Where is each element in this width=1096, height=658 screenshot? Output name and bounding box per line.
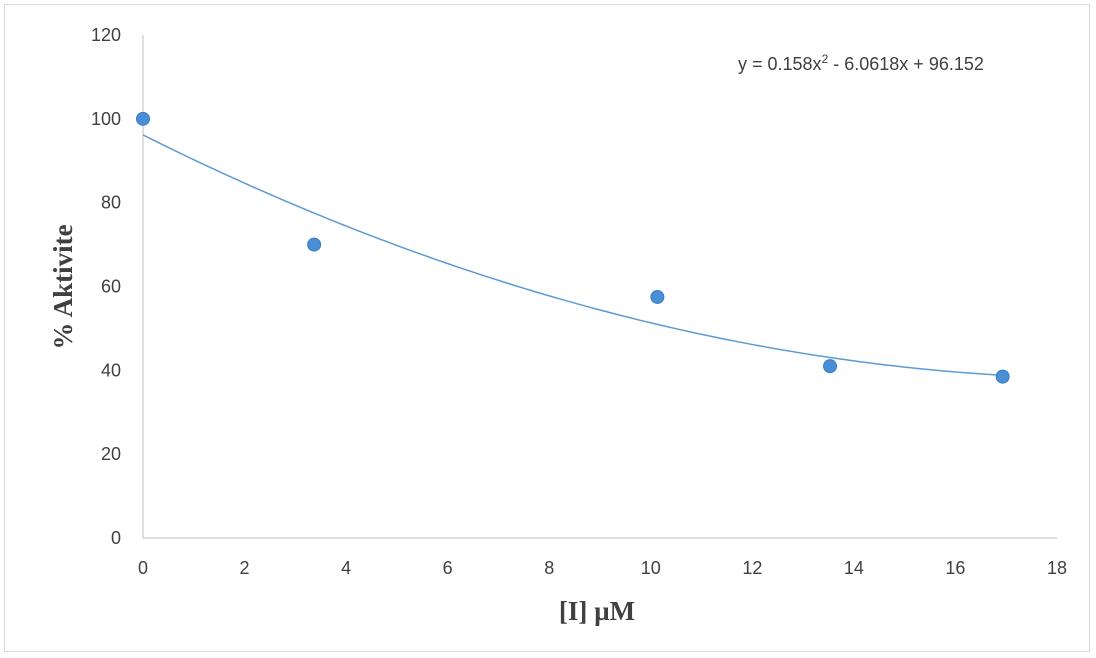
equation-superscript: 2 <box>822 52 829 66</box>
axes <box>142 35 1057 539</box>
y-tick-label: 80 <box>101 193 121 213</box>
x-tick-label: 4 <box>341 558 351 578</box>
x-tick-label: 18 <box>1047 558 1067 578</box>
y-tick-label: 0 <box>111 528 121 548</box>
data-point <box>823 359 838 374</box>
y-tick-label: 20 <box>101 444 121 464</box>
y-tick-labels: 0 20 40 60 80 100 120 <box>91 25 121 548</box>
x-tick-label: 6 <box>443 558 453 578</box>
x-tick-label: 0 <box>138 558 148 578</box>
x-tick-label: 16 <box>945 558 965 578</box>
x-tick-labels: 0 2 4 6 8 10 12 14 16 18 <box>138 558 1067 578</box>
x-tick-label: 14 <box>844 558 864 578</box>
equation-suffix: - 6.0618x + 96.152 <box>828 54 984 74</box>
y-tick-label: 40 <box>101 360 121 380</box>
data-points <box>136 111 1010 384</box>
y-tick-label: 60 <box>101 277 121 297</box>
x-tick-label: 8 <box>544 558 554 578</box>
x-axis-title: [I] µM <box>559 596 635 626</box>
chart-frame <box>4 4 1090 652</box>
data-point <box>307 237 322 252</box>
data-point <box>995 369 1010 384</box>
trendline-equation: y = 0.158x2 - 6.0618x + 96.152 <box>738 52 984 74</box>
x-tick-label: 2 <box>240 558 250 578</box>
data-point <box>136 111 150 126</box>
equation-prefix: y = 0.158x <box>738 54 822 74</box>
y-axis-title: % Aktivite <box>48 224 78 349</box>
y-tick-label: 120 <box>91 25 121 45</box>
x-tick-label: 12 <box>742 558 762 578</box>
data-point <box>650 289 665 304</box>
x-tick-label: 10 <box>641 558 661 578</box>
trendline <box>142 134 1003 377</box>
y-tick-label: 100 <box>91 109 121 129</box>
